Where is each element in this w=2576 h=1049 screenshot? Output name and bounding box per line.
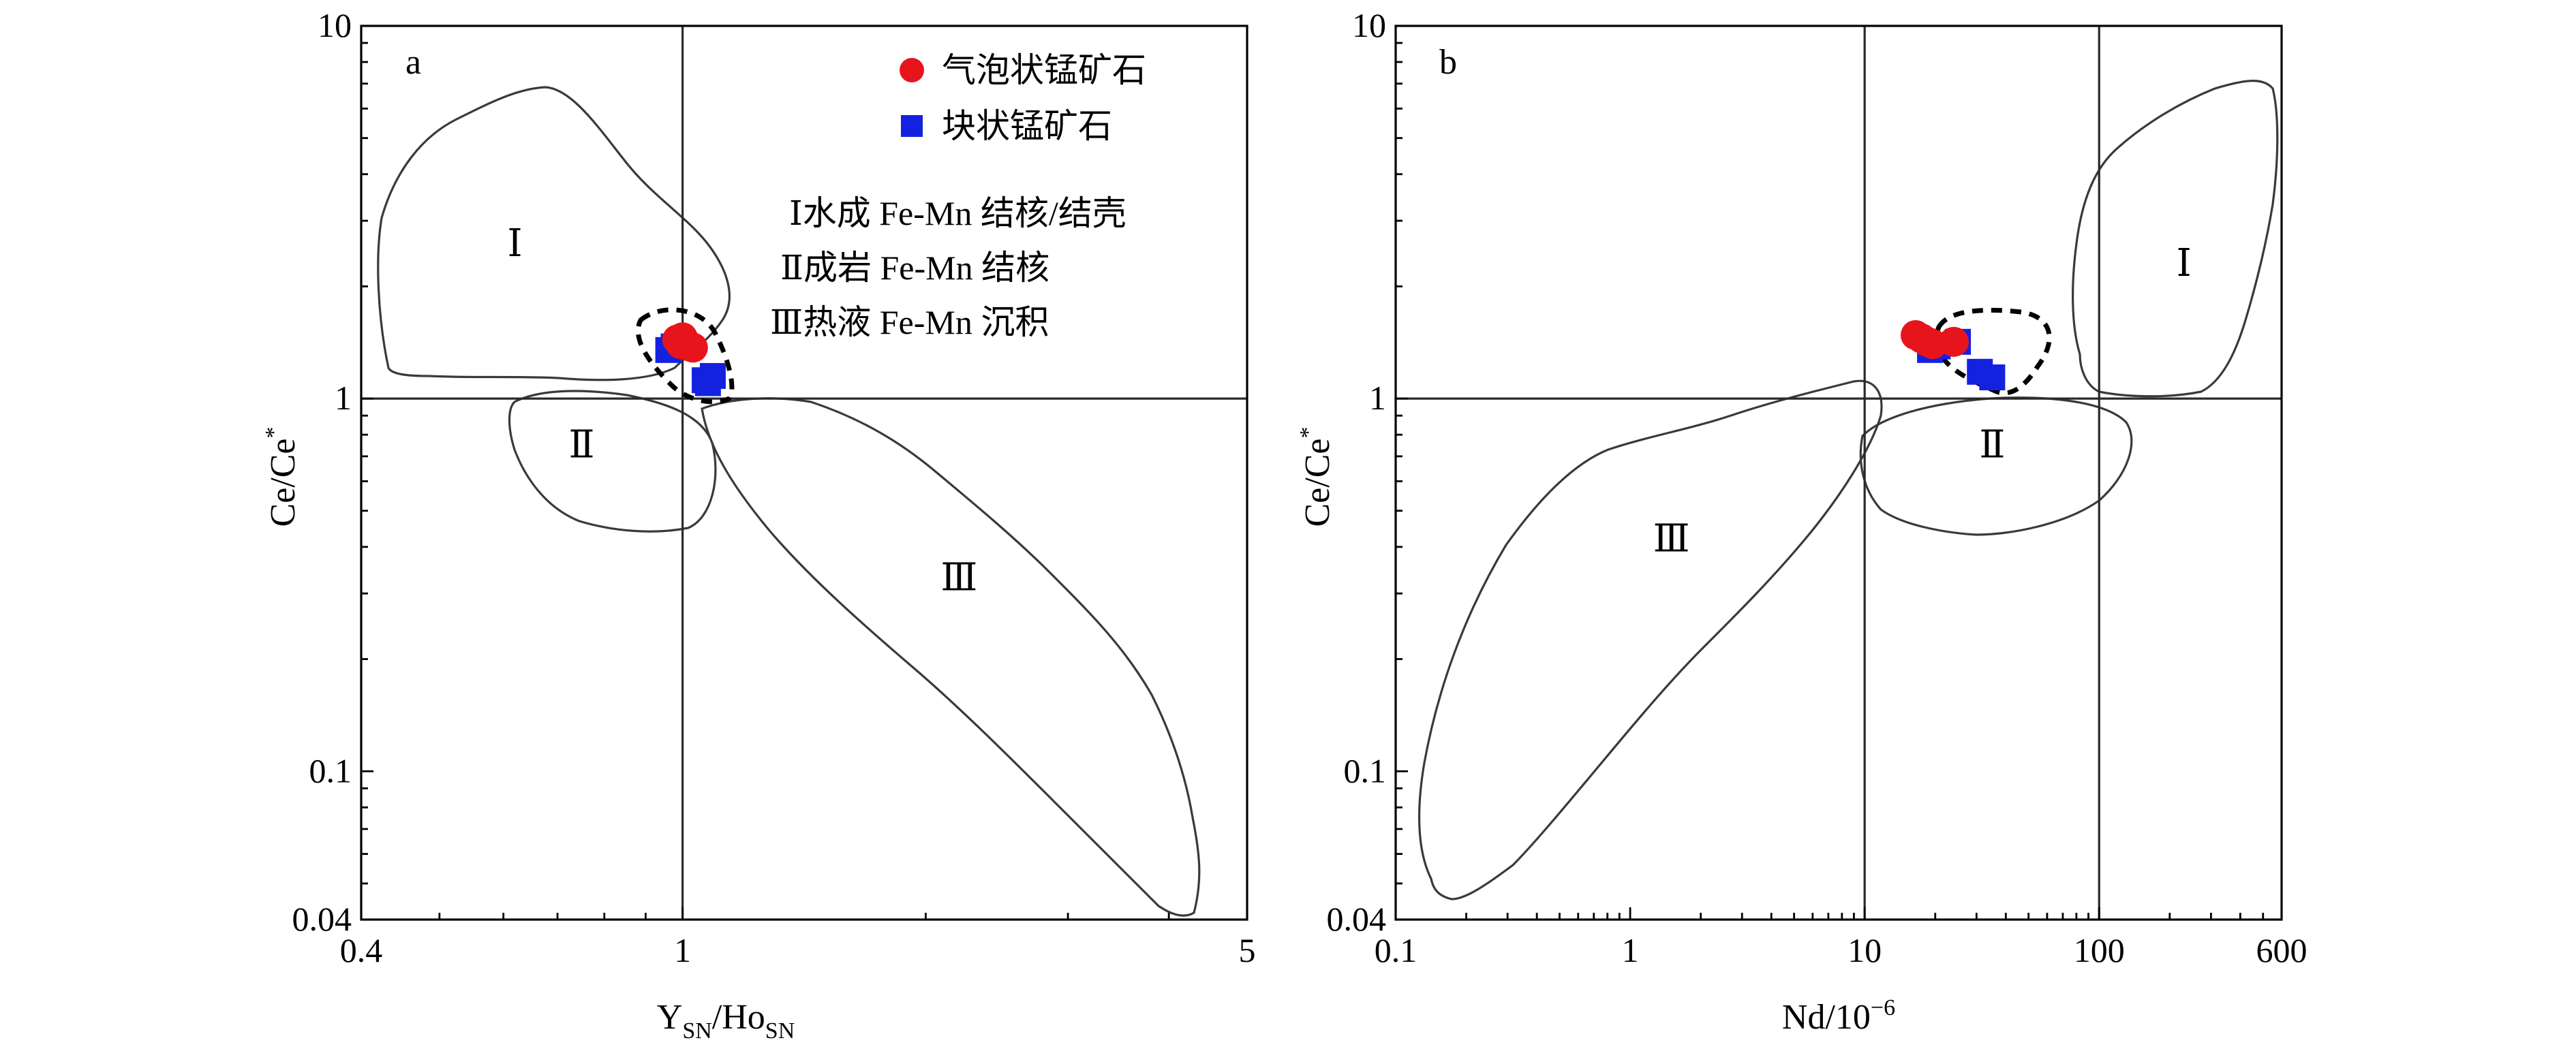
x-tick-label: 1 — [1622, 931, 1639, 969]
y-tick-label: 1 — [1369, 379, 1386, 417]
panel-a: 0.4 1 5 0.04 0.1 1 10 Ⅰ Ⅱ Ⅲ a 气泡状锰矿石 块状锰矿石 Ⅰ水成 F… — [261, 6, 1256, 1044]
x-tick-label: 0.4 — [340, 931, 383, 969]
x-tick-label: 0.1 — [1375, 931, 1417, 969]
legend-label-massive-ore: 块状锰矿石 — [942, 107, 1112, 145]
x-tick-label: 600 — [2256, 931, 2307, 969]
legend-circle-marker — [900, 58, 924, 82]
legend-region-I: Ⅰ水成 Fe-Mn 结核/结壳 — [789, 194, 1126, 232]
region-III-outline-a — [701, 397, 1201, 917]
region-label: Ⅲ — [1653, 518, 1690, 560]
region-label: Ⅲ — [940, 557, 977, 599]
data-point-bubble-ore — [677, 332, 708, 363]
region-label: Ⅰ — [508, 223, 523, 265]
ticks-b — [1394, 25, 2283, 921]
x-tick-label: 100 — [2074, 931, 2125, 969]
region-labels-a: Ⅰ Ⅱ Ⅲ — [508, 223, 978, 599]
sample-group-ellipse-b — [1934, 307, 2052, 396]
legend-region-II: Ⅱ成岩 Fe-Mn 结核 — [780, 249, 1049, 287]
reference-lines-a — [361, 26, 1247, 920]
y-tick-label: 10 — [1352, 6, 1386, 44]
legend: 气泡状锰矿石 块状锰矿石 Ⅰ水成 Fe-Mn 结核/结壳 Ⅱ成岩 Fe-Mn 结… — [770, 51, 1146, 341]
data-points-a — [655, 322, 726, 396]
plot-frame-b — [1394, 25, 2283, 921]
region-label: Ⅰ — [2177, 242, 2192, 285]
y-tick-label: 0.1 — [309, 751, 352, 789]
ticks-a — [360, 25, 1248, 921]
y-axis-title-a: Ce/Ce* — [261, 427, 303, 527]
region-label: Ⅱ — [1979, 424, 2005, 466]
panel-label-b: b — [1439, 43, 1457, 82]
region-I-outline-a — [377, 86, 731, 381]
region-I-outline-b — [2071, 80, 2279, 398]
x-tick-label: 5 — [1239, 931, 1256, 969]
y-tick-label: 1 — [335, 379, 352, 417]
y-tick-label: 0.1 — [1344, 751, 1387, 789]
data-point-massive-ore — [1979, 364, 2006, 391]
x-tick-label: 1 — [674, 931, 691, 969]
y-tick-label: 0.04 — [1327, 900, 1387, 938]
x-axis-title-a: YSN/HoSN — [657, 998, 795, 1044]
region-labels-b: Ⅰ Ⅱ Ⅲ — [1653, 242, 2192, 560]
plot-frame-a — [360, 25, 1248, 921]
data-point-massive-ore — [694, 370, 721, 396]
y-tick-label: 10 — [318, 6, 352, 44]
data-points-b — [1901, 319, 2006, 391]
legend-square-marker — [901, 115, 923, 137]
legend-label-bubble-ore: 气泡状锰矿石 — [942, 51, 1146, 89]
x-axis-title-b: Nd/10−6 — [1782, 995, 1895, 1037]
y-tick-label: 0.04 — [292, 900, 352, 938]
region-label: Ⅱ — [569, 424, 595, 466]
tick-labels-a: 0.4 1 5 0.04 0.1 1 10 — [292, 6, 1256, 969]
x-tick-label: 10 — [1847, 931, 1882, 969]
panel-label-a: a — [405, 43, 421, 82]
reference-lines-b — [1396, 26, 2282, 920]
data-point-bubble-ore — [1938, 326, 1969, 357]
sample-group-ellipse-a — [635, 307, 735, 405]
region-III-outline-b — [1418, 379, 1883, 901]
y-axis-title-b: Ce/Ce* — [1295, 427, 1337, 527]
region-II-outline-a — [508, 390, 717, 533]
legend-region-III: Ⅲ热液 Fe-Mn 沉积 — [770, 303, 1049, 341]
